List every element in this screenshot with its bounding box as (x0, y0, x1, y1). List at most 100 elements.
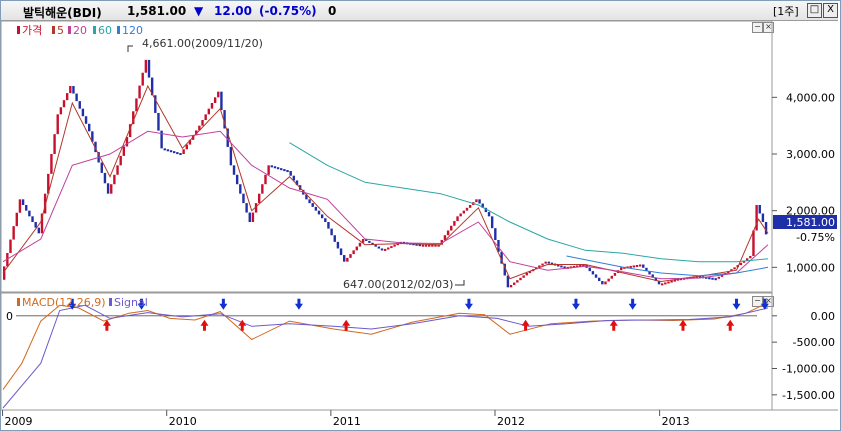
legend-ma20-swatch (68, 26, 71, 34)
price-y-tick-label: 1,000.00 (786, 261, 835, 274)
price-candle (516, 280, 519, 283)
price-candle (437, 244, 440, 247)
price-candle (588, 267, 591, 272)
volume: 0 (328, 4, 337, 18)
buy-signal-arrow-icon (102, 319, 111, 331)
price-candle (758, 205, 761, 214)
price-candle (487, 212, 491, 217)
price-candle (251, 212, 255, 222)
restore-button[interactable]: □ (807, 3, 822, 18)
sell-signal-arrow-icon (137, 298, 146, 310)
price-candle (173, 151, 176, 154)
price-candle (37, 227, 41, 234)
low-annotation-label: 647.00(2012/02/03) (343, 278, 453, 291)
price-candle (339, 248, 343, 256)
price-candle (730, 269, 733, 272)
price-candle (428, 244, 431, 247)
buy-signal-arrow-icon (521, 319, 530, 331)
price-candle (34, 222, 37, 228)
period-button[interactable]: [1주] (773, 5, 799, 18)
price-candle (547, 261, 551, 264)
price-candle (106, 183, 110, 194)
price-candle (528, 271, 532, 274)
legend-ma20: 20 (73, 24, 87, 37)
price-candle (390, 246, 393, 249)
price-candle (169, 150, 173, 153)
price-candle (742, 260, 746, 263)
price-candle (84, 116, 88, 124)
macd-panel-minimize-icon[interactable]: − (752, 296, 763, 307)
price-candle (550, 262, 554, 265)
price-candle (122, 146, 126, 156)
legend-macd-swatch (17, 298, 20, 306)
current-price: 1,581.00 (127, 4, 187, 18)
price-candle (393, 244, 396, 247)
price-candle (358, 242, 362, 247)
price-legend: 가격 5 20 60 120 (17, 24, 143, 37)
price-candle (81, 108, 85, 117)
price-candle (607, 278, 610, 282)
price-candle (135, 98, 138, 112)
price-candle (343, 255, 346, 262)
price-candle (421, 244, 425, 247)
price-candle (154, 95, 157, 113)
price-candle (217, 91, 220, 98)
last-price-change: -0.75% (796, 231, 835, 244)
price-candle (198, 125, 201, 131)
price-candle (330, 228, 333, 236)
x-tick-label: 2012 (497, 415, 525, 428)
price-candle (629, 265, 632, 268)
macd-zero-label: 0 (6, 310, 13, 323)
sell-signal-arrow-icon (760, 298, 769, 310)
price-panel-close-icon[interactable]: × (763, 22, 774, 33)
price-candle (387, 247, 390, 250)
macd-y-tick-label: 0.00 (811, 310, 836, 323)
price-panel-minimize-icon[interactable]: − (752, 22, 763, 33)
price-candle (25, 205, 28, 211)
price-candle (459, 213, 462, 217)
legend-signal-swatch (109, 298, 112, 306)
macd-panel (0, 292, 773, 411)
last-price-label: 1,581.00 (786, 216, 835, 229)
price-candle (242, 193, 245, 204)
legend-ma5-swatch (52, 26, 55, 34)
price-candle (295, 180, 299, 186)
price-candle (714, 278, 717, 281)
buy-signal-arrow-icon (609, 319, 618, 331)
price-candle (667, 281, 670, 284)
macd-y-tick-label: -1,000.00 (782, 362, 835, 375)
price-candle (264, 174, 267, 185)
legend-price: 가격 (22, 24, 42, 37)
price-candle (3, 266, 6, 280)
ma-line-60 (289, 142, 769, 263)
price-candle (226, 128, 229, 147)
price-candle (415, 243, 418, 246)
price-candle (490, 216, 494, 229)
price-candle (638, 264, 642, 267)
price-candle (100, 162, 103, 173)
price-candle (15, 212, 18, 227)
sell-signal-arrow-icon (464, 298, 473, 310)
price-candle (544, 261, 547, 264)
price-candle (53, 134, 56, 154)
price-candle (91, 131, 94, 142)
price-candle (176, 152, 179, 155)
high-annotation-label: 4,661.00(2009/11/20) (142, 37, 263, 50)
x-tick-label: 2013 (662, 415, 690, 428)
price-candle (147, 59, 151, 78)
price-candle (119, 155, 122, 166)
price-candle (446, 230, 450, 236)
high-annotation-pointer (127, 45, 133, 52)
price-candle (308, 199, 311, 204)
price-candle (465, 207, 469, 211)
price-candle (166, 149, 170, 152)
price-candle (635, 264, 639, 267)
price-candle (462, 210, 466, 214)
price-candle (195, 130, 198, 136)
price-candle (673, 279, 676, 282)
price-candle (664, 282, 667, 285)
price-candle (248, 212, 251, 222)
price-candle (620, 267, 623, 271)
close-button[interactable]: X (823, 3, 838, 18)
price-candle (497, 240, 500, 252)
